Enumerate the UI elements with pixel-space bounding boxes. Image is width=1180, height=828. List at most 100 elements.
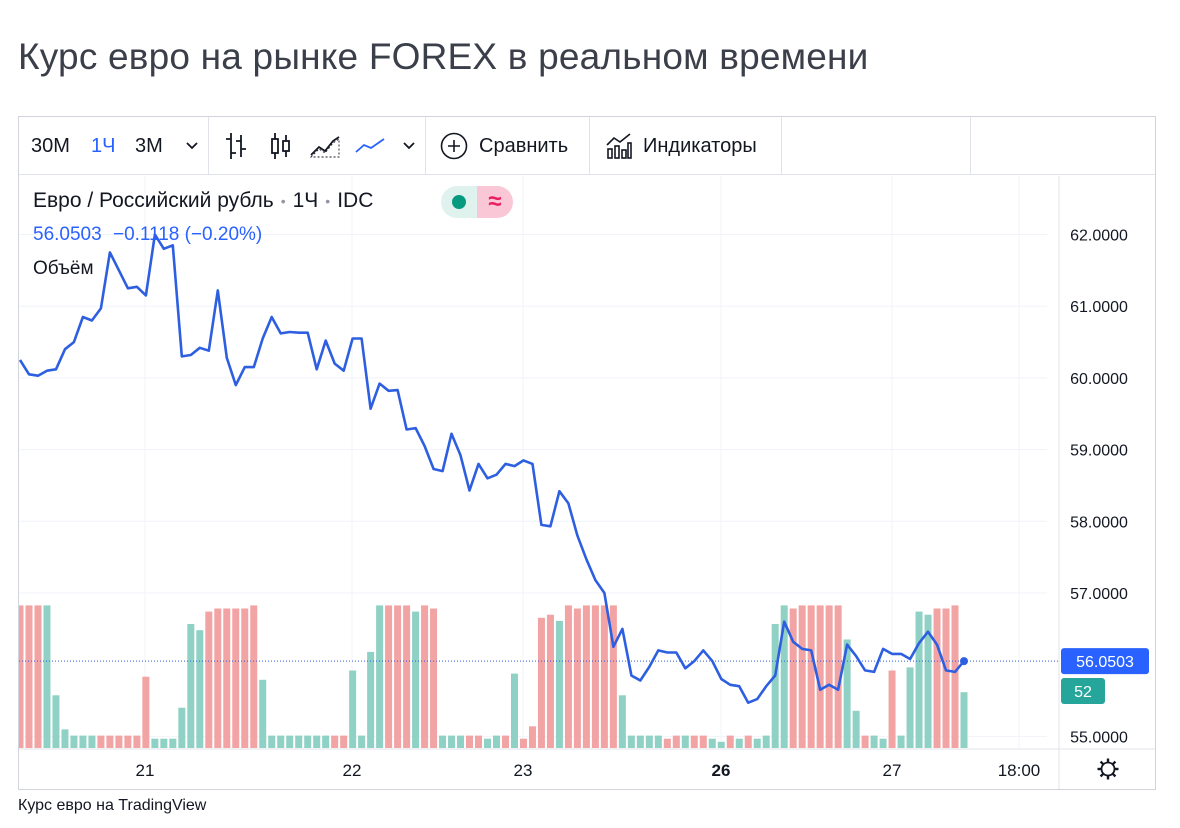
interval-30m-button[interactable]: 30M xyxy=(31,134,70,157)
toolbar-divider xyxy=(970,117,971,175)
price-line-series xyxy=(19,233,965,704)
compare-button[interactable]: Сравнить xyxy=(439,117,568,175)
volume-bar xyxy=(412,611,420,748)
toolbar-divider xyxy=(208,117,209,175)
volume-bar xyxy=(681,735,689,748)
volume-bar xyxy=(475,735,483,748)
tradingview-caption[interactable]: Курс евро на TradingView xyxy=(18,797,207,814)
volume-bar xyxy=(591,605,599,748)
volume-bar xyxy=(492,735,500,748)
volume-bar xyxy=(61,729,69,748)
volume-bar xyxy=(726,735,734,748)
volume-bar xyxy=(582,605,590,748)
symbol-name: Евро / Российский рубль xyxy=(33,189,274,212)
volume-bar xyxy=(897,735,905,748)
volume-bar xyxy=(951,605,959,748)
current-volume-badge xyxy=(1061,678,1105,704)
market-status-badge[interactable]: ≈ xyxy=(441,186,513,218)
volume-bar xyxy=(448,735,456,748)
last-point-marker xyxy=(960,657,968,666)
area-style-icon[interactable] xyxy=(309,117,341,175)
x-tick-label: 27 xyxy=(883,761,902,780)
toolbar-divider xyxy=(781,117,782,175)
volume-bar xyxy=(313,735,321,748)
volume-bar xyxy=(618,695,626,748)
volume-bar xyxy=(151,738,159,748)
volume-bar xyxy=(708,738,716,748)
delayed-data-icon: ≈ xyxy=(477,186,513,218)
volume-bar xyxy=(52,695,60,748)
volume-bar xyxy=(861,735,869,748)
volume-bar xyxy=(933,608,941,748)
volume-bar xyxy=(124,735,132,748)
interval-dropdown-chevron-icon[interactable] xyxy=(185,117,199,175)
interval-1h-button[interactable]: 1Ч xyxy=(91,134,116,157)
volume-bar xyxy=(672,735,680,748)
bars-style-icon[interactable] xyxy=(223,117,249,175)
volume-bar xyxy=(25,605,33,748)
volume-bar xyxy=(564,605,572,748)
volume-bar xyxy=(717,741,725,748)
volume-bar xyxy=(196,630,204,748)
candles-style-icon[interactable] xyxy=(269,117,293,175)
volume-bar xyxy=(205,611,213,748)
volume-bar xyxy=(322,735,330,748)
volume-bar xyxy=(349,670,357,748)
y-tick-label: 62.0000 xyxy=(1070,228,1128,245)
volume-bar xyxy=(807,605,815,748)
volume-bar xyxy=(358,735,366,748)
symbol-source: IDC xyxy=(337,189,374,212)
chart-toolbar: 30M 1Ч 3M Сравнить Индикаторы xyxy=(19,117,1155,175)
y-tick-label: 58.0000 xyxy=(1070,514,1128,531)
chart-style-dropdown-chevron-icon[interactable] xyxy=(402,117,416,175)
volume-bar xyxy=(636,735,644,748)
volume-bar xyxy=(906,667,914,748)
volume-bar xyxy=(259,679,267,748)
symbol-legend: Евро / Российский рубль • 1Ч • IDC xyxy=(33,189,373,213)
toolbar-divider xyxy=(589,117,590,175)
volume-bar xyxy=(223,608,231,748)
volume-bar xyxy=(34,605,42,748)
symbol-interval: 1Ч xyxy=(292,189,319,212)
settings-gear-icon[interactable] xyxy=(1097,758,1119,780)
volume-bar xyxy=(510,673,518,748)
volume-bar xyxy=(340,735,348,748)
volume-bar xyxy=(43,605,51,748)
volume-bar xyxy=(187,624,195,748)
volume-bar xyxy=(331,735,339,748)
price-chart[interactable]: 62.0000 61.0000 60.0000 59.0000 58.0000 57.00… xyxy=(19,117,1155,789)
current-price-badge-label: 56.0503 xyxy=(1076,654,1134,671)
volume-bar xyxy=(394,605,402,748)
volume-bar xyxy=(915,611,923,748)
market-open-dot-icon xyxy=(452,195,466,209)
volume-bar xyxy=(304,735,312,748)
volume-bar xyxy=(879,738,887,748)
chart-widget: 30M 1Ч 3M Сравнить Индикаторы xyxy=(18,116,1156,790)
volume-bar xyxy=(295,735,303,748)
price-change: −0.1118 (−0.20%) xyxy=(112,224,263,245)
volume-bar xyxy=(430,608,438,748)
legend-values: 56.0503 −0.1118 (−0.20%) xyxy=(33,224,262,246)
volume-bar xyxy=(528,726,536,748)
volume-bar xyxy=(214,608,222,748)
volume-bar xyxy=(834,605,842,748)
volume-bar xyxy=(70,735,78,748)
interval-3m-button[interactable]: 3M xyxy=(135,134,163,157)
volume-bar xyxy=(627,735,635,748)
volume-bar xyxy=(501,735,509,748)
volume-bar xyxy=(79,735,87,748)
volume-bar xyxy=(780,605,788,748)
x-tick-label: 18:00 xyxy=(998,761,1041,780)
volume-bar xyxy=(771,624,779,748)
volume-bar xyxy=(421,605,429,748)
indicators-button[interactable]: Индикаторы xyxy=(605,117,757,175)
volume-bar xyxy=(753,738,761,748)
volume-bar xyxy=(600,605,608,748)
line-style-icon[interactable] xyxy=(354,117,386,175)
volume-legend: Объём xyxy=(33,258,94,279)
volume-bar xyxy=(115,735,123,748)
x-tick-label: 21 xyxy=(136,761,155,780)
volume-bar xyxy=(250,605,258,748)
volume-bar xyxy=(457,735,465,748)
volume-bar xyxy=(376,605,384,748)
